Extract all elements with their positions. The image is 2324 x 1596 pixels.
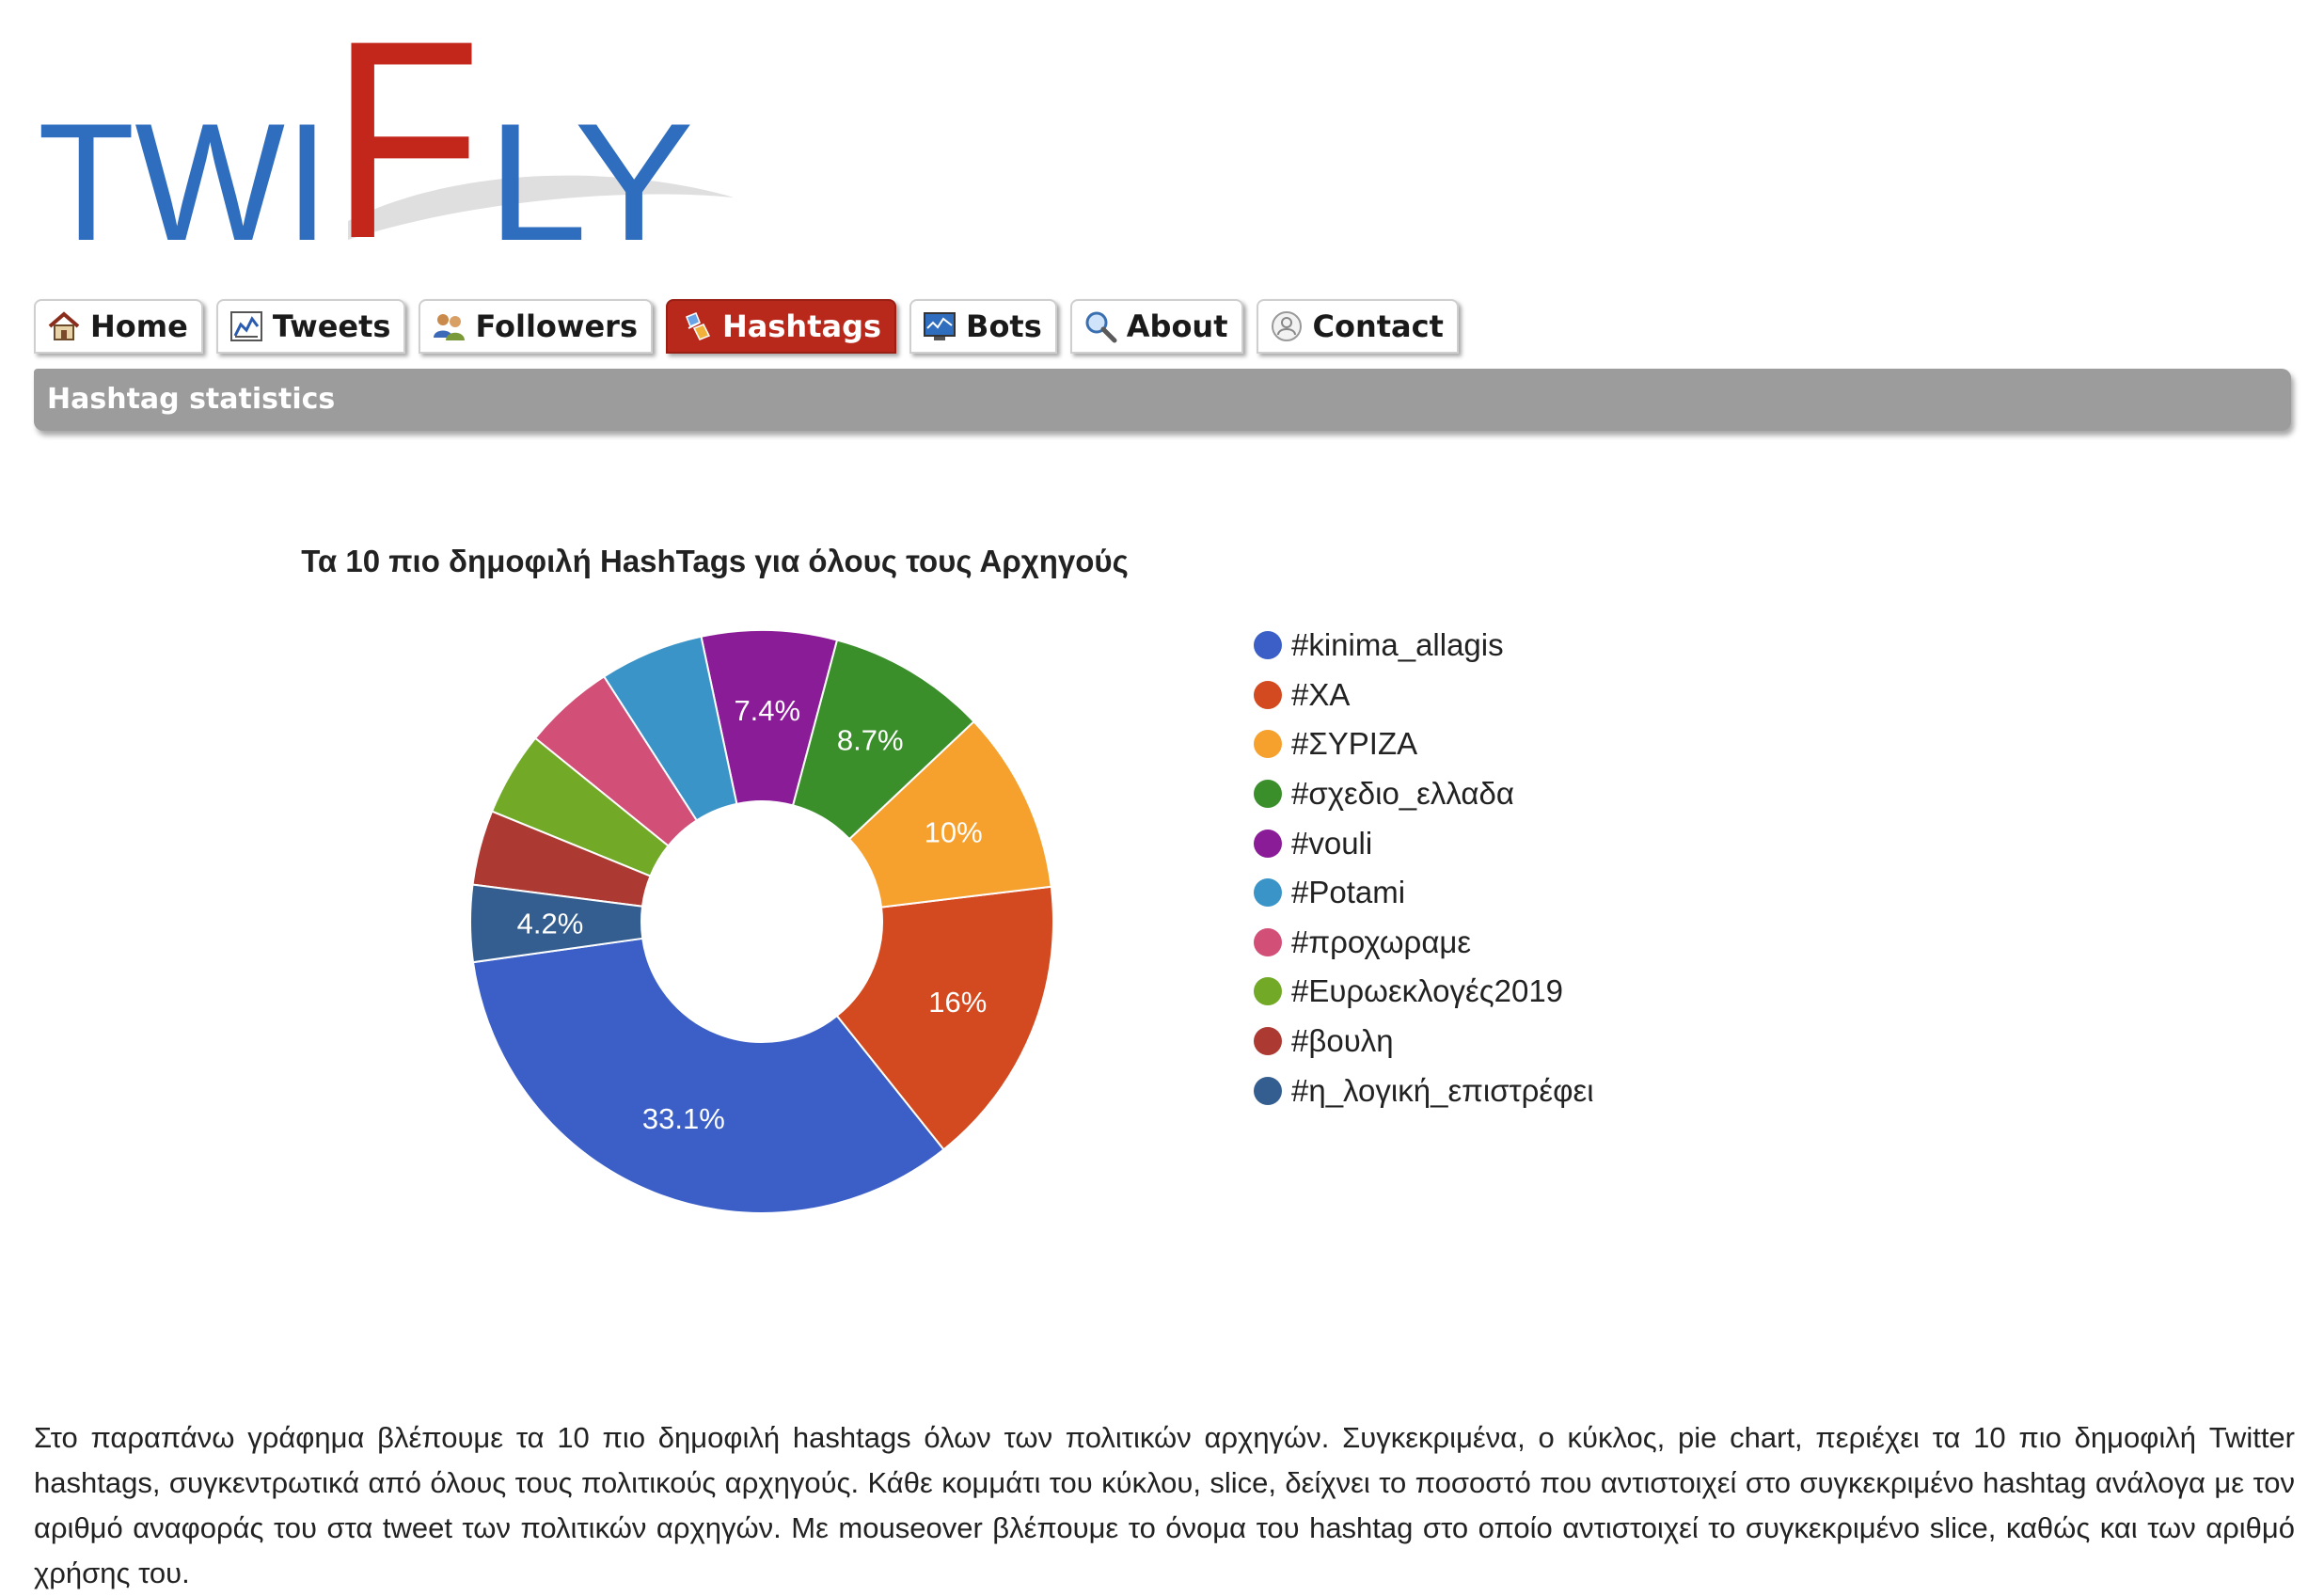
legend-swatch [1254,1076,1282,1105]
logo-text-left: TWI [38,88,329,263]
contact-icon [1270,309,1304,343]
legend-item[interactable]: #σχεδιο_ελλαδα [1254,769,1818,819]
legend-swatch [1254,927,1282,956]
legend-item[interactable]: #kinima_allagis [1254,621,1818,671]
magnifier-icon [1083,309,1117,343]
legend-item[interactable]: #προχωραμε [1254,918,1818,968]
pie-slice-1[interactable] [471,937,945,1214]
logo-text-accent: F [331,28,482,263]
home-icon [47,309,81,343]
pie-slice-10[interactable] [469,883,644,964]
tab-label: About [1126,308,1228,344]
legend-swatch [1254,829,1282,858]
legend-label: #σχεδιο_ελλαδα [1291,776,1514,812]
slice-label-5: 7.4% [734,694,800,727]
legend-label: #η_λογική_επιστρέφει [1291,1072,1594,1108]
hashtag-donut-chart[interactable]: 33.1% 16% 10% 8.7% 7.4% 4.2% [451,611,1072,1232]
pie-slice-3[interactable] [847,719,1052,909]
legend-swatch [1254,730,1282,759]
legend-item[interactable]: #ΣΥΡΙΖΑ [1254,719,1818,769]
legend-label: #Ευρωεκλογές2019 [1291,973,1564,1009]
users-icon [432,309,466,343]
pie-slice-2[interactable] [835,885,1054,1151]
main-nav-tabs: Home Tweets Followers Hashtags Bots Abou… [34,299,1459,354]
hashtag-icon [679,309,713,343]
slice-label-10: 4.2% [517,907,584,940]
tab-followers[interactable]: Followers [419,299,653,354]
tab-label: Bots [966,308,1042,344]
legend-swatch [1254,631,1282,660]
slice-label-3: 10% [925,815,983,848]
tab-bots[interactable]: Bots [909,299,1057,354]
tab-label: Tweets [272,308,391,344]
tab-hashtags[interactable]: Hashtags [666,299,897,354]
legend-item[interactable]: #η_λογική_επιστρέφει [1254,1066,1818,1115]
legend-swatch [1254,878,1282,908]
legend-item[interactable]: #Ευρωεκλογές2019 [1254,967,1818,1017]
legend-label: #vouli [1291,825,1373,861]
tab-contact[interactable]: Contact [1256,299,1459,354]
slice-label-2: 16% [928,986,987,1019]
legend-swatch [1254,780,1282,809]
tab-tweets[interactable]: Tweets [215,299,406,354]
legend-item[interactable]: #ΧΑ [1254,671,1818,720]
legend-label: #ΣΥΡΙΖΑ [1291,726,1418,762]
chart-icon [229,309,263,343]
logo-graphic: TWI F LY [38,0,734,297]
chart-slices [469,629,1054,1214]
tab-label: Contact [1312,308,1444,344]
chart-title: Τα 10 πιο δημοφιλή HashTags για όλους το… [301,544,1129,578]
legend-item[interactable]: #vouli [1254,818,1818,868]
tab-label: Home [90,308,188,344]
tab-about[interactable]: About [1069,299,1243,354]
tab-label: Hashtags [722,308,882,344]
monitor-icon [923,309,956,343]
legend-label: #προχωραμε [1291,924,1472,959]
slice-label-1: 33.1% [642,1102,725,1135]
chart-legend: #kinima_allagis #ΧΑ #ΣΥΡΙΖΑ #σχεδιο_ελλαδα #… [1254,621,1818,1115]
logo-text-right: LY [487,88,694,263]
legend-label: #kinima_allagis [1291,627,1504,663]
legend-swatch [1254,680,1282,709]
chart-slice-labels: 33.1% 16% 10% 8.7% 7.4% 4.2% [517,694,988,1135]
legend-label: #Potami [1291,875,1406,910]
slice-label-4: 8.7% [837,724,904,757]
legend-label: #ΧΑ [1291,676,1351,712]
legend-swatch [1254,977,1282,1006]
section-header: Hashtag statistics [34,369,2291,431]
legend-swatch [1254,1027,1282,1056]
twifly-logo[interactable]: TWI F LY [38,0,752,297]
legend-item[interactable]: #βουλη [1254,1017,1818,1067]
tab-home[interactable]: Home [34,299,203,354]
legend-label: #βουλη [1291,1023,1394,1059]
legend-item[interactable]: #Potami [1254,868,1818,918]
chart-description: Στο παραπάνω γράφημα βλέπουμε τα 10 πιο … [34,1421,2295,1589]
tab-label: Followers [475,308,638,344]
